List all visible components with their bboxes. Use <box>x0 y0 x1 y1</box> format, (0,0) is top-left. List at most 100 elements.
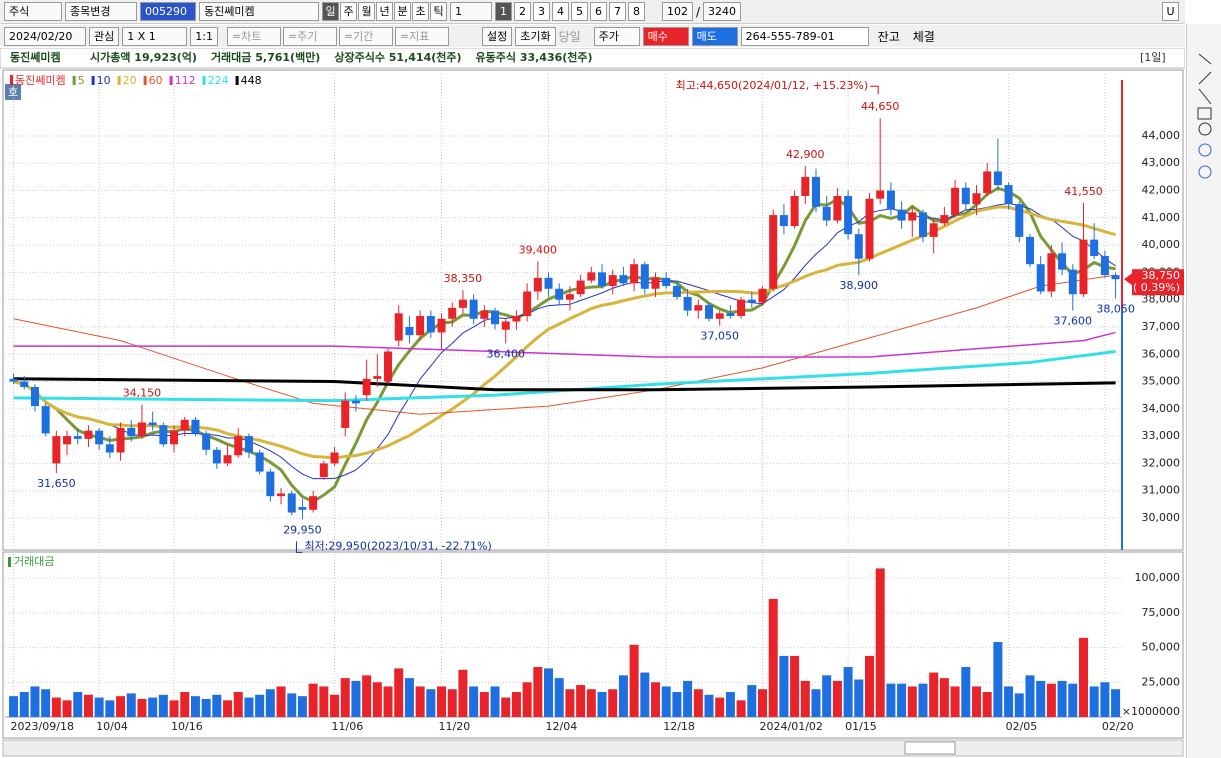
candle-body <box>212 449 221 464</box>
period[interactable]: 년 <box>376 2 393 21</box>
sell[interactable]: 매도 <box>691 26 738 46</box>
page-button[interactable]: 4 <box>552 2 569 21</box>
legend-swatch <box>169 76 173 85</box>
page-button[interactable]: 7 <box>609 2 626 21</box>
period-label: [1일] <box>1140 50 1166 64</box>
period[interactable]: 분 <box>394 2 411 21</box>
candle-body <box>1015 204 1024 237</box>
scrollbar[interactable] <box>2 739 1184 757</box>
candle-body <box>790 195 799 226</box>
candle-body <box>576 280 585 295</box>
page-button[interactable]: 2 <box>514 2 531 21</box>
chart: 호 [1일] 동진쎄미켐 시가총액 19,923(억) 거래대금 5,761(백만)… <box>0 48 1185 757</box>
candle-body <box>1036 264 1045 292</box>
menu[interactable]: =기간 <box>338 26 393 46</box>
candle-body <box>180 419 189 431</box>
candle-body <box>1079 239 1088 295</box>
account[interactable]: 264-555-789-01 <box>740 26 869 46</box>
watch[interactable]: 관심 <box>89 26 120 46</box>
balance[interactable]: 잔고 <box>877 29 900 44</box>
menu[interactable]: =주기 <box>282 26 337 46</box>
menu[interactable]: =차트 <box>226 26 281 46</box>
page-button[interactable]: 3 <box>533 2 550 21</box>
volume-bar <box>105 700 115 717</box>
volume-bar <box>1057 680 1067 717</box>
volume-bar <box>394 668 404 717</box>
annotation: 29,950 <box>283 523 322 536</box>
volume-bar <box>362 675 372 717</box>
price-box <box>1132 269 1184 296</box>
page-button[interactable]: 8 <box>628 2 645 21</box>
count[interactable]: 102 <box>662 2 693 21</box>
candle-body <box>458 299 467 308</box>
volume-bar <box>1036 680 1046 717</box>
page-button[interactable]: 6 <box>590 2 607 21</box>
candle-body <box>373 376 382 379</box>
hoga[interactable]: 호 <box>8 86 18 99</box>
volume-bar <box>683 680 693 717</box>
menu[interactable]: =지표 <box>394 26 449 46</box>
filled[interactable]: 체결 <box>912 29 935 44</box>
y-tick-label: 33,000 <box>1142 429 1181 442</box>
candle-body <box>544 277 553 289</box>
price[interactable]: 주가 <box>593 26 640 46</box>
volume-bar <box>768 598 778 717</box>
u[interactable]: U <box>1162 2 1179 21</box>
candle-body <box>961 187 970 205</box>
volume-bar <box>351 680 361 717</box>
one[interactable]: 1:1 <box>190 26 218 46</box>
period[interactable]: 월 <box>358 2 375 21</box>
page-button[interactable]: 5 <box>571 2 588 21</box>
sep: / <box>696 4 701 19</box>
volume-bar <box>651 682 661 717</box>
candle-body <box>844 195 853 235</box>
total[interactable]: 3240 <box>703 2 742 21</box>
hoga-button[interactable] <box>5 84 21 100</box>
layout[interactable]: 1 X 1 <box>122 26 188 46</box>
page-button[interactable]: 1 <box>495 2 512 21</box>
volume-bar <box>212 694 222 717</box>
volume-bar <box>469 686 479 717</box>
period-n[interactable]: 1 <box>450 2 492 21</box>
candle-body <box>73 436 82 439</box>
candle-body <box>854 234 863 259</box>
volume-bar <box>608 689 618 717</box>
change[interactable]: 종목변경 <box>65 2 137 21</box>
period[interactable]: 일 <box>322 2 339 21</box>
period[interactable]: 주 <box>340 2 357 21</box>
period[interactable]: 초 <box>412 2 429 21</box>
period[interactable]: 틱 <box>430 2 447 21</box>
date[interactable]: 2024/02/20 <box>4 26 86 46</box>
y-tick-label: 43,000 <box>1142 156 1181 169</box>
tool-sidebar <box>1186 24 1221 758</box>
y-tick-label: 38,000 <box>1142 293 1181 306</box>
stock-name[interactable]: 동진쎄미켐 <box>199 2 319 21</box>
volume-bar <box>1025 675 1035 717</box>
moving-average <box>13 377 1116 392</box>
candle-body <box>929 223 938 237</box>
volume-bar <box>597 692 607 717</box>
buy[interactable]: 매수 <box>642 26 689 46</box>
candle-body <box>20 381 29 387</box>
candle-body <box>298 507 307 510</box>
volume-bar <box>479 692 489 717</box>
today[interactable]: 당일 <box>558 29 581 44</box>
info-item: 유동주식 33,436(천주) <box>476 50 593 64</box>
code[interactable]: 005290 <box>140 2 196 21</box>
volume-bar <box>41 689 51 717</box>
volume-bar <box>800 680 810 717</box>
volume-bar <box>725 692 735 717</box>
candle-body <box>1111 275 1120 280</box>
reset[interactable]: 초기화 <box>515 26 556 46</box>
volume-bar <box>1078 637 1088 717</box>
volume-bar <box>83 694 93 717</box>
volume-bar <box>1014 693 1024 717</box>
info-name: 동진쎄미켐 <box>10 50 61 64</box>
candle-body <box>640 264 649 289</box>
market[interactable]: 주식 <box>4 2 62 21</box>
volume-bar <box>415 686 425 717</box>
volume-bar <box>447 689 457 717</box>
volume-bar <box>576 685 586 717</box>
settings[interactable]: 설정 <box>481 26 513 46</box>
scroll-thumb[interactable] <box>904 741 956 755</box>
